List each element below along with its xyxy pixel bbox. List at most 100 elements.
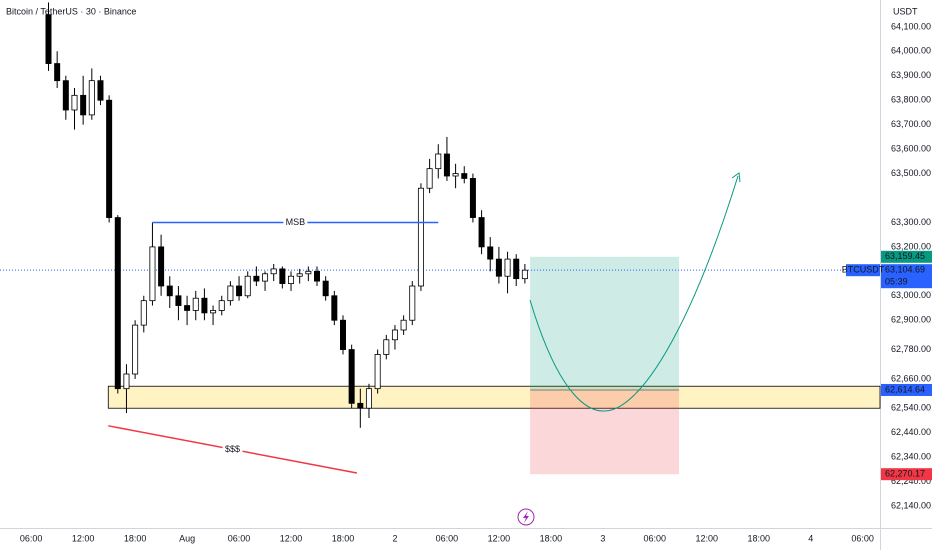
x-tick-label: Aug: [179, 533, 195, 543]
projection-arrow: [731, 172, 741, 183]
y-tick-label: 62,780.00: [891, 344, 931, 354]
y-tick-label: 63,000.00: [891, 290, 931, 300]
x-tick-label: 06:00: [436, 533, 459, 543]
candle-body: [305, 270, 312, 275]
x-tick-label: 06:00: [20, 533, 43, 543]
candle-body: [279, 268, 286, 284]
candle-body: [513, 258, 520, 280]
currency-label: USDT: [893, 6, 918, 16]
y-tick-label: 62,540.00: [891, 403, 931, 413]
candle-body: [54, 63, 61, 82]
candle-body: [452, 173, 459, 177]
y-tick-label: 64,100.00: [891, 21, 931, 31]
candle-body: [270, 268, 277, 275]
y-tick-label: 62,340.00: [891, 451, 931, 461]
candle-body: [123, 373, 130, 390]
x-tick-label: 18:00: [747, 533, 770, 543]
candle-body: [97, 80, 104, 101]
candle-body: [175, 295, 182, 306]
candle-body: [262, 273, 269, 282]
y-tick-label: 63,600.00: [891, 143, 931, 153]
candle-body: [62, 80, 69, 111]
candle-body: [149, 246, 156, 302]
candle-body: [417, 187, 424, 287]
candle-body: [210, 310, 217, 314]
candle-body: [236, 285, 243, 297]
chart-title: Bitcoin / TetherUS · 30 · Binance: [6, 6, 136, 16]
entry-price-label: 62,614.64: [885, 384, 925, 394]
candle-body: [391, 329, 398, 341]
candle-body: [201, 297, 208, 314]
candle-body: [478, 217, 485, 248]
candle-body: [435, 153, 442, 170]
candle-body: [88, 80, 95, 116]
y-tick-label: 63,300.00: [891, 217, 931, 227]
target-area: [530, 256, 680, 390]
candle-body: [184, 305, 191, 311]
candle-body: [45, 14, 52, 64]
candle-body: [521, 269, 528, 280]
current-price-label: 63,104.69: [885, 265, 925, 275]
candle-body: [192, 297, 199, 311]
y-tick-label: 63,200.00: [891, 241, 931, 251]
msb-label: MSB: [286, 217, 306, 227]
candle-body: [374, 354, 381, 390]
target-price-label: 63,159.45: [885, 251, 925, 261]
candle-body: [365, 388, 372, 409]
x-tick-label: 12:00: [72, 533, 95, 543]
candle-body: [158, 246, 165, 287]
liquidity-label-bg: [222, 443, 243, 456]
candle-body: [80, 94, 87, 116]
candle-body: [140, 300, 147, 326]
y-tick-label: 62,140.00: [891, 500, 931, 510]
msb-label-bg: [283, 216, 308, 229]
candle-body: [469, 178, 476, 218]
candle-body: [409, 285, 416, 321]
candle-body: [227, 285, 234, 302]
x-tick-label: 06:00: [851, 533, 874, 543]
candle-body: [357, 402, 364, 409]
candle-body: [487, 246, 494, 260]
symbol-label: BTCUSDT: [842, 265, 885, 275]
lightning-icon[interactable]: [517, 508, 535, 526]
supply-demand-zone: [107, 385, 881, 409]
y-tick-label: 64,000.00: [891, 46, 931, 56]
target-price-label-bg: [881, 250, 932, 263]
y-tick-label: 63,500.00: [891, 168, 931, 178]
x-tick-label: 12:00: [488, 533, 511, 543]
candle-body: [132, 324, 139, 375]
x-tick-label: 4: [808, 533, 813, 543]
candle-body: [244, 275, 251, 297]
candle-body: [339, 319, 346, 350]
candle-body: [495, 258, 502, 277]
symbol-bg: [846, 264, 880, 277]
stop-area: [530, 389, 680, 475]
x-tick-label: 2: [392, 533, 397, 543]
x-tick-label: 18:00: [540, 533, 563, 543]
candle-body: [166, 285, 173, 297]
x-tick-label: 3: [600, 533, 605, 543]
candle-body: [296, 273, 303, 277]
candle-body: [322, 280, 329, 297]
y-tick-label: 62,900.00: [891, 315, 931, 325]
candle-body: [253, 275, 260, 282]
stop-price-label: 62,270.17: [885, 469, 925, 479]
candle-body: [348, 349, 355, 404]
candle-body: [71, 94, 78, 111]
y-tick-label: 63,800.00: [891, 95, 931, 105]
y-tick-label: 63,700.00: [891, 119, 931, 129]
x-tick-label: 06:00: [644, 533, 667, 543]
x-tick-label: 18:00: [124, 533, 147, 543]
candle-body: [114, 217, 121, 390]
stop-price-label-bg: [881, 468, 932, 481]
entry-price-label-bg: [881, 383, 932, 396]
candle-body: [443, 153, 450, 177]
candle-body: [106, 99, 113, 218]
countdown-label: 05:39: [885, 277, 908, 287]
candle-body: [504, 258, 511, 277]
candle-body: [426, 168, 433, 189]
y-tick-label: 63,900.00: [891, 70, 931, 80]
icon-bolt: [523, 511, 529, 523]
